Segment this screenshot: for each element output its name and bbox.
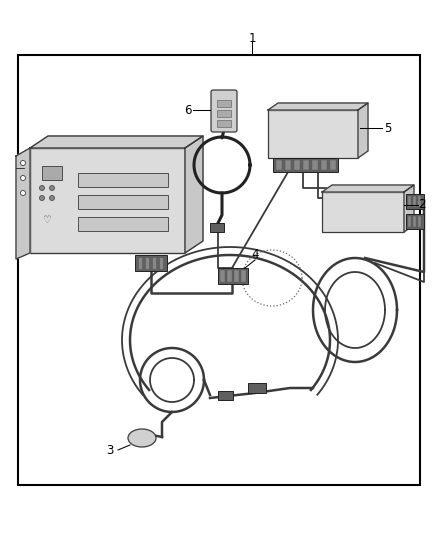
- Bar: [138, 257, 142, 269]
- Bar: [413, 216, 416, 227]
- Text: ♡: ♡: [42, 215, 50, 225]
- Bar: [218, 268, 248, 284]
- Bar: [217, 120, 231, 127]
- Bar: [294, 160, 300, 170]
- FancyBboxPatch shape: [211, 90, 237, 132]
- Polygon shape: [358, 103, 368, 158]
- Circle shape: [49, 196, 54, 200]
- Bar: [322, 192, 404, 232]
- Bar: [234, 270, 239, 282]
- Text: 3: 3: [106, 443, 114, 456]
- Bar: [408, 216, 411, 227]
- Bar: [217, 100, 231, 107]
- Bar: [418, 196, 421, 207]
- Polygon shape: [30, 136, 203, 148]
- Polygon shape: [404, 185, 414, 232]
- Bar: [408, 196, 411, 207]
- Bar: [30, 148, 185, 253]
- Bar: [145, 257, 149, 269]
- Polygon shape: [185, 136, 203, 253]
- Bar: [78, 217, 168, 231]
- Bar: [210, 223, 224, 232]
- Bar: [227, 270, 232, 282]
- Circle shape: [39, 185, 45, 190]
- Circle shape: [21, 190, 25, 196]
- Bar: [268, 110, 358, 158]
- Bar: [135, 255, 167, 271]
- Bar: [241, 270, 246, 282]
- Bar: [152, 257, 156, 269]
- Text: 1: 1: [248, 31, 256, 44]
- Circle shape: [21, 160, 25, 166]
- Bar: [78, 195, 168, 209]
- Bar: [217, 110, 231, 117]
- Bar: [285, 160, 291, 170]
- Polygon shape: [268, 103, 368, 110]
- Bar: [312, 160, 318, 170]
- Polygon shape: [16, 148, 30, 259]
- Bar: [248, 383, 266, 393]
- Bar: [303, 160, 309, 170]
- Bar: [406, 214, 424, 229]
- Bar: [18, 55, 420, 485]
- Circle shape: [49, 185, 54, 190]
- Bar: [273, 158, 338, 172]
- Circle shape: [39, 196, 45, 200]
- Ellipse shape: [128, 429, 156, 447]
- Bar: [218, 391, 233, 400]
- Circle shape: [21, 175, 25, 181]
- Bar: [321, 160, 327, 170]
- Bar: [418, 216, 421, 227]
- Text: 2: 2: [418, 198, 426, 212]
- Bar: [413, 196, 416, 207]
- Text: 5: 5: [384, 122, 392, 134]
- Text: 6: 6: [184, 103, 192, 117]
- Text: 4: 4: [251, 248, 259, 262]
- Bar: [406, 194, 424, 209]
- Bar: [78, 173, 168, 187]
- Bar: [42, 166, 62, 180]
- Bar: [330, 160, 336, 170]
- Bar: [220, 270, 225, 282]
- Bar: [276, 160, 282, 170]
- Polygon shape: [322, 185, 414, 192]
- Bar: [159, 257, 163, 269]
